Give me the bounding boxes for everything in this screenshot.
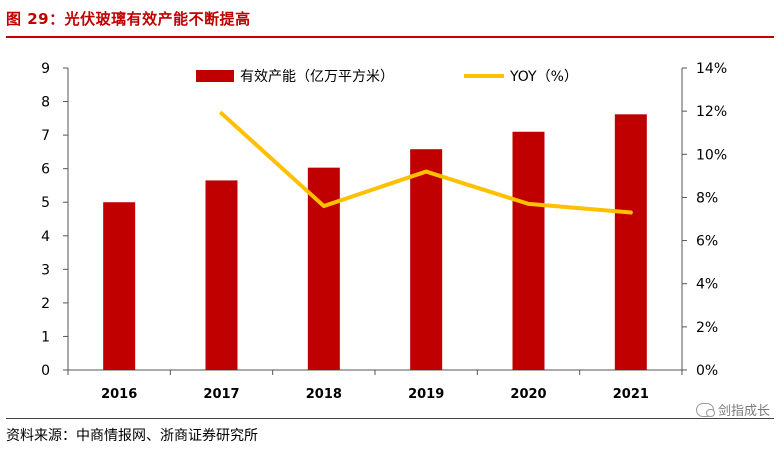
x-tick-label: 2018 [306,387,342,402]
bar-series [103,114,647,370]
y-left-tick-label: 9 [41,61,50,77]
bar [614,114,647,370]
y-right-tick-label: 2% [696,320,718,336]
source-note: 资料来源：中商情报网、浙商证券研究所 [6,428,258,444]
y-left-tick-label: 5 [41,195,50,211]
x-tick-label: 2021 [613,387,649,402]
y-right-tick-label: 0% [696,363,718,379]
bar [205,180,238,370]
footer-rule [6,418,774,419]
bar [512,131,545,370]
yoy-point [629,211,633,215]
bar [103,202,136,370]
legend-label-line: YOY（%） [509,69,578,85]
line-series [219,111,633,215]
y-left-tick-label: 6 [41,162,50,178]
watermark-text: 剑指成长 [717,404,770,419]
legend-label-bar: 有效产能（亿万平方米） [240,69,394,85]
legend-swatch-bar [196,70,234,82]
yoy-point [527,202,530,206]
y-right-tick-label: 8% [696,190,718,206]
watermark: 剑指成长 [695,400,770,419]
wechat-icon [695,402,715,417]
figure-title: 图 29：光伏玻璃有效产能不断提高 [6,10,251,28]
x-tick-label: 2016 [101,387,137,402]
y-left-tick-label: 7 [41,128,50,144]
y-right-tick-label: 12% [696,104,727,120]
title-rule [6,36,774,38]
x-tick-label: 2017 [203,387,239,402]
yoy-point [424,170,428,174]
y-left-tick-label: 1 [41,329,50,345]
x-tick-label: 2020 [510,387,546,402]
y-left-tick-label: 2 [41,296,50,312]
bar [410,149,443,370]
y-right-tick-label: 10% [696,147,727,163]
x-tick-label: 2019 [408,387,444,402]
y-right-tick-label: 6% [696,234,718,250]
y-left-tick-label: 0 [41,363,50,379]
y-left-tick-label: 4 [41,229,50,245]
y-right-tick-label: 4% [696,277,718,293]
y-left-tick-label: 8 [41,95,50,111]
yoy-point [322,204,326,208]
axes: 0 1 2 3 4 5 6 7 8 9 0% 2% 4% 6% 8% 10% 12% 14% 2016 2017 201… [41,61,727,402]
y-left-tick-label: 3 [41,262,50,278]
yoy-point [220,111,223,115]
legend: 有效产能（亿万平方米） YOY（%） [196,69,578,85]
y-right-tick-label: 14% [696,61,727,77]
